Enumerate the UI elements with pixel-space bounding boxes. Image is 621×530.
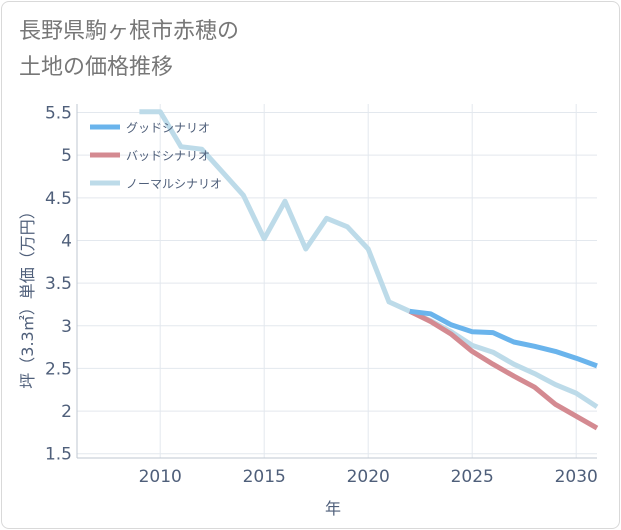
y-tick-label: 3.5 — [45, 274, 72, 294]
legend-label-0: グッドシナリオ — [126, 121, 210, 135]
legend-label-1: バッドシナリオ — [126, 149, 210, 163]
series-lines — [139, 109, 599, 431]
series-line-2 — [139, 109, 599, 409]
grid — [77, 104, 597, 458]
y-tick-label: 3 — [61, 317, 72, 337]
legend-label-2: ノーマルシナリオ — [126, 177, 222, 191]
y-tick-label: 5 — [61, 146, 72, 166]
x-tick-label: 2015 — [243, 467, 286, 487]
x-tick-label: 2025 — [451, 467, 494, 487]
series-line-0 — [409, 308, 598, 369]
x-tick-label: 2030 — [555, 467, 598, 487]
y-tick-label: 4 — [61, 231, 72, 251]
y-tick-labels: 1.5 2 2.5 3 3.5 4 4.5 5 5.5 — [45, 104, 72, 465]
y-tick-label: 4.5 — [45, 189, 72, 209]
y-axis-title: 坪（3.3㎡）単価（万円） — [18, 203, 37, 388]
x-tick-label: 2010 — [139, 467, 182, 487]
chart-title: 長野県駒ヶ根市赤穂の 土地の価格推移 — [19, 19, 240, 80]
axes — [76, 104, 597, 459]
x-tick-label: 2020 — [347, 467, 390, 487]
y-tick-label: 5.5 — [45, 104, 72, 124]
x-tick-labels: 2010 2015 2020 2025 2030 — [139, 467, 598, 487]
x-axis-title: 年 — [325, 499, 341, 518]
y-tick-label: 2 — [61, 402, 72, 422]
series-line-1 — [408, 309, 599, 431]
y-tick-label: 1.5 — [45, 445, 72, 465]
y-tick-label: 2.5 — [45, 359, 72, 379]
